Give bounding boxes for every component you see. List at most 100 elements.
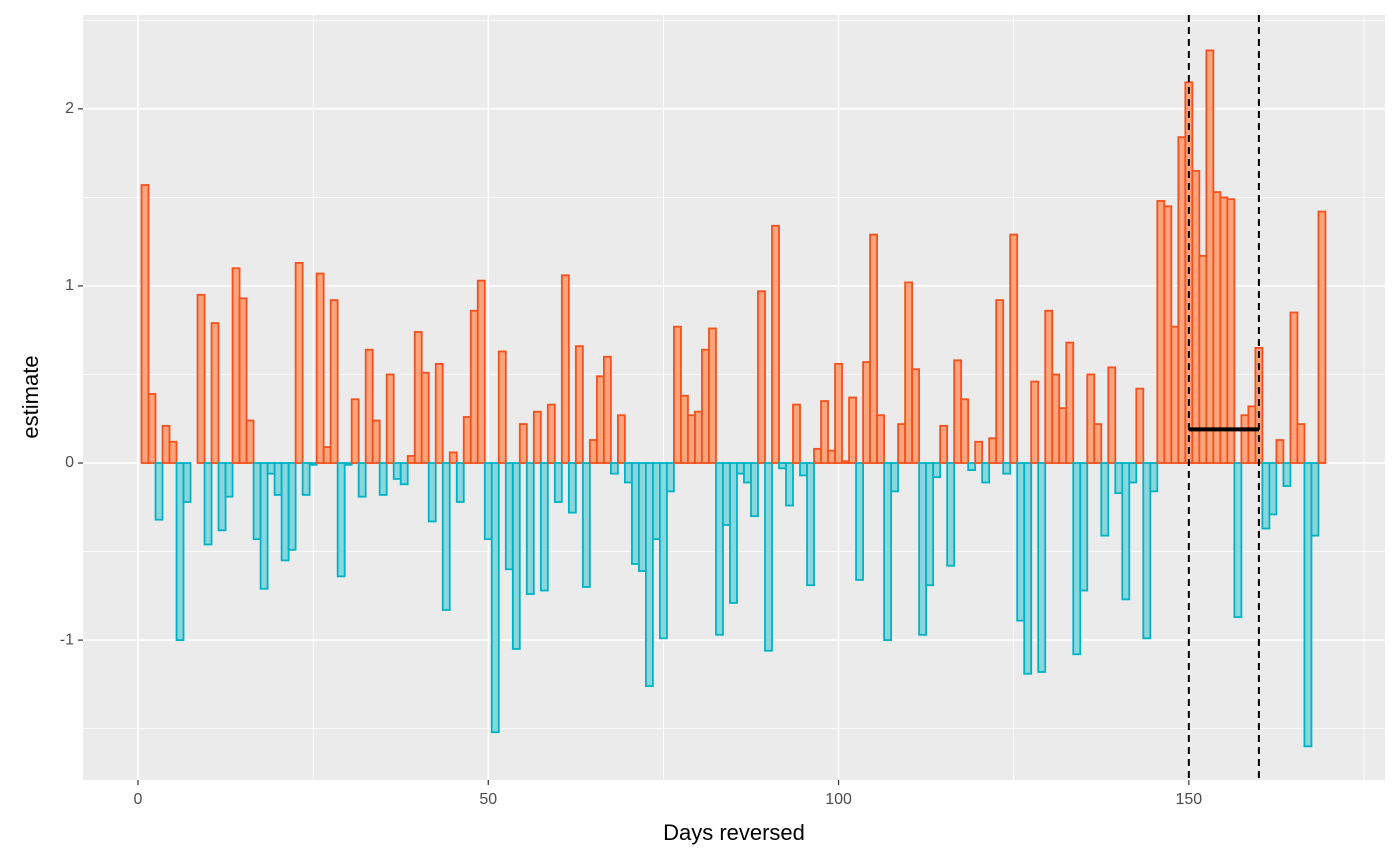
bar xyxy=(385,373,395,464)
bar xyxy=(476,279,486,464)
bar xyxy=(687,414,696,464)
bar xyxy=(827,449,836,464)
bar xyxy=(343,462,353,466)
bar xyxy=(771,224,780,464)
bar xyxy=(1121,462,1131,601)
bar xyxy=(953,359,963,464)
bar xyxy=(1275,439,1285,464)
bar xyxy=(364,348,374,464)
bar xyxy=(245,419,255,464)
bar xyxy=(427,462,437,523)
bar xyxy=(981,462,991,484)
bar xyxy=(1317,210,1327,464)
bar xyxy=(939,424,949,464)
bar xyxy=(602,355,612,464)
bar xyxy=(1240,414,1250,464)
bar xyxy=(694,410,703,464)
bar xyxy=(708,327,717,464)
bar xyxy=(799,462,808,477)
bar xyxy=(1044,309,1054,464)
x-tick-label: 50 xyxy=(479,791,497,808)
bar xyxy=(764,462,773,652)
bar xyxy=(322,446,332,464)
bar xyxy=(1100,462,1110,537)
bar xyxy=(483,462,493,541)
bar xyxy=(238,297,248,464)
bar xyxy=(350,398,360,464)
bar xyxy=(1198,254,1208,464)
bar xyxy=(1093,423,1103,464)
bar xyxy=(525,462,535,595)
bar xyxy=(988,437,998,464)
bar xyxy=(848,396,857,464)
bar xyxy=(623,462,633,484)
bar xyxy=(224,462,234,498)
bar xyxy=(455,462,465,503)
y-axis-title: estimate xyxy=(18,355,43,438)
bar xyxy=(736,462,745,475)
bar xyxy=(1065,341,1075,464)
bar xyxy=(1114,462,1124,495)
bar xyxy=(1289,311,1299,464)
bar xyxy=(1268,462,1278,516)
bar xyxy=(673,325,682,464)
bar xyxy=(1051,373,1061,464)
bar xyxy=(469,309,479,464)
bar xyxy=(841,460,850,464)
bar xyxy=(904,281,914,464)
bar xyxy=(715,462,724,636)
bar xyxy=(448,451,458,464)
bar xyxy=(1212,191,1222,464)
bar xyxy=(911,368,921,464)
bar xyxy=(518,423,528,464)
bar xyxy=(420,371,430,464)
bar xyxy=(1002,462,1012,475)
bar xyxy=(1107,366,1117,464)
bar xyxy=(1233,462,1243,618)
bar xyxy=(266,462,276,475)
bar xyxy=(336,462,346,578)
bar xyxy=(1128,462,1138,484)
bar xyxy=(1030,380,1040,464)
bar xyxy=(294,262,304,464)
bar xyxy=(897,423,907,464)
bar xyxy=(287,462,297,551)
bar xyxy=(182,462,192,503)
y-tick-label: -1 xyxy=(60,631,74,648)
bar xyxy=(946,462,956,567)
bar xyxy=(392,462,402,480)
x-tick-label: 150 xyxy=(1175,791,1202,808)
bar xyxy=(1149,462,1159,493)
y-tick-label: 2 xyxy=(65,100,74,117)
bar xyxy=(806,462,815,587)
bar xyxy=(659,462,668,640)
bar xyxy=(371,419,381,464)
bar xyxy=(630,462,640,565)
bar xyxy=(1072,462,1082,656)
bar xyxy=(301,462,311,496)
bar xyxy=(750,462,759,518)
bar xyxy=(1282,462,1292,487)
bar xyxy=(259,462,269,590)
bar xyxy=(161,424,171,464)
bar xyxy=(441,462,451,611)
bar xyxy=(652,462,661,541)
bar xyxy=(539,462,549,592)
bar xyxy=(876,414,885,464)
bar xyxy=(1156,200,1166,464)
bar xyxy=(273,462,283,496)
bar xyxy=(406,455,416,464)
bar xyxy=(932,462,942,479)
bar xyxy=(792,403,801,464)
bar xyxy=(574,345,584,464)
x-tick-label: 100 xyxy=(825,791,852,808)
bar xyxy=(511,462,521,650)
y-tick-label: 0 xyxy=(65,454,74,471)
bar xyxy=(147,393,157,464)
bar xyxy=(546,403,556,464)
bar xyxy=(1023,462,1033,675)
bar xyxy=(1191,169,1201,464)
bar xyxy=(960,398,970,464)
bar xyxy=(1310,462,1320,537)
